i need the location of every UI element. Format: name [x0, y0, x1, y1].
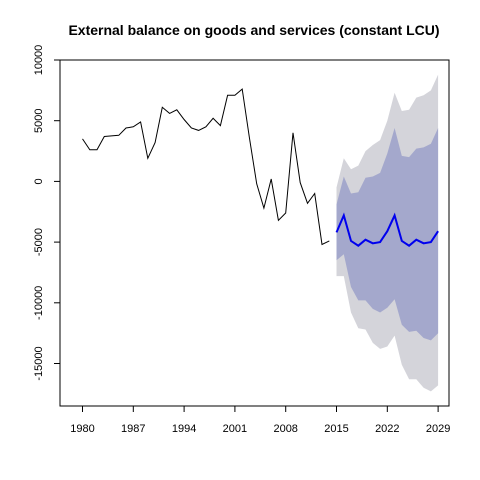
x-tick-label: 1994 — [172, 423, 196, 435]
y-tick-label: -10000 — [33, 286, 45, 320]
y-tick-label: 5000 — [33, 108, 45, 132]
y-axis: -15000 -10000 -5000 0 5000 10000 — [33, 45, 61, 381]
x-tick-label: 2029 — [426, 423, 450, 435]
x-tick-label: 1980 — [70, 423, 94, 435]
x-tick-label: 2015 — [324, 423, 348, 435]
band-80 — [336, 128, 439, 341]
x-tick-label: 1987 — [121, 423, 145, 435]
y-tick-label: 10000 — [33, 45, 45, 76]
chart-title: External balance on goods and services (… — [68, 22, 439, 38]
x-tick-label: 2001 — [223, 423, 247, 435]
y-tick-label: -5000 — [33, 228, 45, 256]
history-line — [82, 88, 330, 246]
y-tick-label: -15000 — [33, 346, 45, 380]
y-tick-label: 0 — [33, 178, 45, 184]
series-lines — [82, 88, 439, 247]
x-tick-label: 2022 — [375, 423, 399, 435]
forecast-mean-line — [335, 212, 439, 247]
x-axis: 1980 1987 1994 2001 2008 2015 2022 2029 — [70, 405, 450, 435]
x-tick-label: 2008 — [273, 423, 297, 435]
